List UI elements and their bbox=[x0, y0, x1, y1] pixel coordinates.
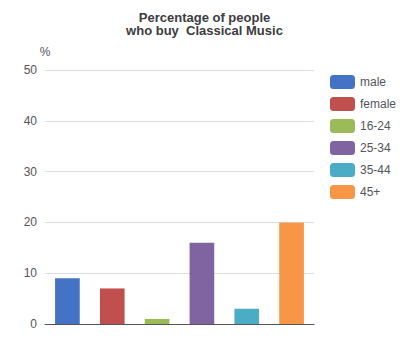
svg-text:16-24: 16-24 bbox=[360, 119, 391, 133]
svg-text:male: male bbox=[360, 75, 386, 89]
svg-text:35-44: 35-44 bbox=[360, 163, 391, 177]
svg-text:female: female bbox=[360, 97, 396, 111]
svg-text:40: 40 bbox=[24, 114, 38, 128]
svg-text:10: 10 bbox=[24, 266, 38, 280]
svg-text:25-34: 25-34 bbox=[360, 141, 391, 155]
svg-text:50: 50 bbox=[24, 63, 38, 77]
svg-text:0: 0 bbox=[30, 317, 37, 331]
svg-text:45+: 45+ bbox=[360, 185, 380, 199]
svg-text:%: % bbox=[40, 45, 51, 59]
svg-text:30: 30 bbox=[24, 165, 38, 179]
svg-text:Percentage of people: Percentage of people bbox=[138, 10, 271, 25]
svg-text:who buy Classical Music: who buy Classical Music bbox=[125, 23, 283, 38]
svg-text:20: 20 bbox=[24, 215, 38, 229]
